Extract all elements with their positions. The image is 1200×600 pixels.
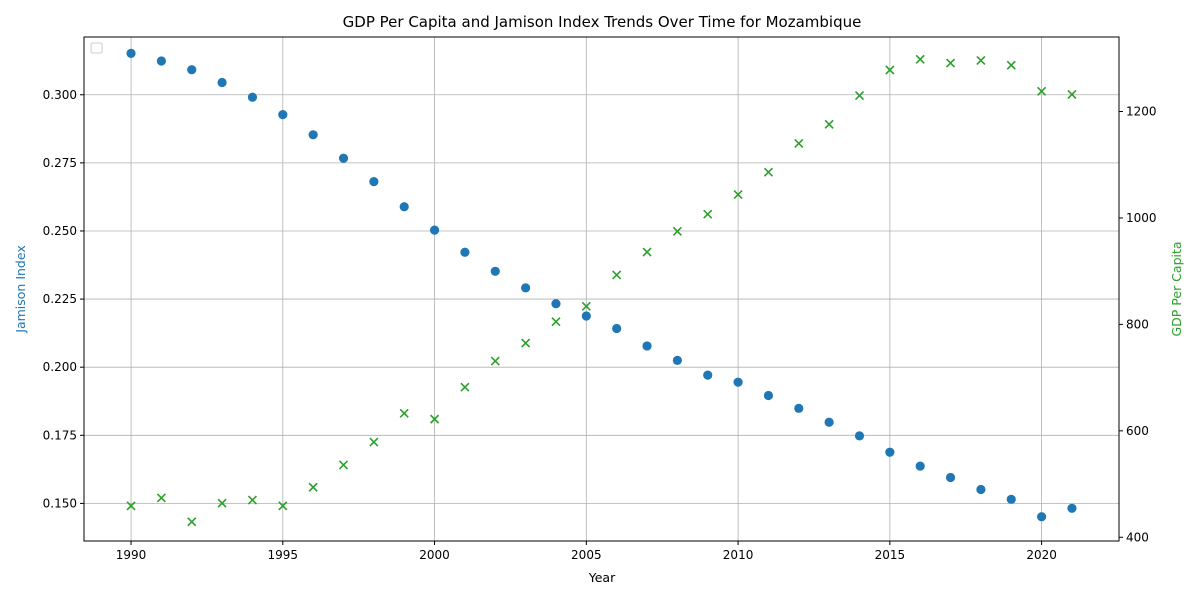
gdp-per-capita-point [399,408,409,418]
x-axis-ticks: 1990 1995 2000 2005 2010 2015 2020 [116,541,1057,562]
left-y-tick-label: 0.150 [43,496,77,510]
gdp-per-capita-point [490,356,500,366]
right-y-tick-label: 800 [1126,317,1149,331]
gdp-per-capita-point [217,498,227,508]
gdp-per-capita-point [945,58,956,68]
jamison-index-point [308,130,318,140]
jamison-index-point [338,153,349,163]
x-tick-label: 1990 [116,548,147,562]
right-y-tick-label: 400 [1126,530,1149,544]
jamison-index-point [217,77,227,88]
jamison-index-point [945,472,956,483]
gdp-per-capita-point [794,138,804,149]
jamison-index-point [763,390,774,401]
jamison-index-point [1037,512,1047,522]
gdp-per-capita-point [612,270,622,280]
gdp-per-capita-point [885,65,895,75]
jamison-index-point [369,177,379,187]
jamison-index-point [794,403,804,413]
jamison-index-point [612,323,622,334]
jamison-index-point [156,56,166,66]
gdp-per-capita-point [1067,89,1077,100]
gdp-per-capita-point [156,493,166,503]
gdp-per-capita-point [369,437,379,447]
jamison-index-point [885,447,895,457]
gdp-per-capita-point [915,54,925,64]
gdp-per-capita-point [672,226,682,236]
jamison-index-point [854,431,865,441]
jamison-index-point [278,110,288,120]
plot-frame [83,36,1120,542]
left-y-axis-label: Jamison Index [13,245,28,333]
jamison-index-point [187,65,197,75]
gdp-per-capita-point [460,382,470,392]
right-y-tick-label: 600 [1126,424,1149,438]
jamison-index-point [490,266,500,276]
jamison-index-point [672,355,682,365]
left-y-tick-label: 0.225 [43,292,77,306]
jamison-index-point [642,341,652,351]
jamison-index-points [126,48,1077,522]
jamison-index-point [399,202,409,212]
gdp-per-capita-point [338,460,349,470]
x-tick-label: 1995 [268,548,299,562]
x-tick-label: 2005 [571,548,602,562]
gdp-per-capita-point [551,317,561,327]
gdp-per-capita-point [642,247,652,257]
jamison-index-point [703,370,713,380]
gdp-per-capita-point [521,338,531,348]
left-y-tick-label: 0.300 [43,88,77,102]
jamison-index-point [733,377,743,387]
left-y-tick-label: 0.200 [43,360,77,374]
right-y-tick-label: 1200 [1126,105,1157,119]
left-y-tick-label: 0.250 [43,224,77,238]
jamison-index-point [551,299,561,309]
x-tick-label: 2010 [723,548,754,562]
right-y-axis-ticks: 400 600 800 1000 1200 [1119,105,1157,544]
gdp-per-capita-point [824,119,834,129]
gdp-per-capita-point [1006,60,1016,70]
gridlines [84,37,1119,541]
gdp-per-capita-point [278,501,288,511]
jamison-index-point [1006,494,1016,504]
gdp-per-capita-point [976,55,986,65]
chart-title: GDP Per Capita and Jamison Index Trends … [343,13,862,31]
right-y-tick-label: 1000 [1126,211,1157,225]
gdp-per-capita-point [854,90,865,101]
gdp-per-capita-point [247,495,258,505]
left-y-tick-label: 0.275 [43,156,77,170]
x-tick-label: 2015 [875,548,906,562]
jamison-index-point [429,225,440,235]
legend-box [90,42,103,54]
gdp-per-capita-point [703,209,713,219]
gdp-per-capita-point [1037,86,1047,96]
x-axis-label: Year [588,570,616,585]
gdp-per-capita-point [429,414,440,424]
jamison-index-point [126,48,136,58]
gdp-per-capita-point [763,167,774,177]
x-tick-label: 2000 [419,548,450,562]
gdp-per-capita-point [187,517,197,527]
x-tick-label: 2020 [1026,548,1057,562]
jamison-index-point [824,417,834,427]
gdp-per-capita-point [126,501,136,511]
right-y-axis-label: GDP Per Capita [1169,241,1184,336]
gdp-per-capita-point [733,189,743,200]
gdp-per-capita-point [308,482,318,492]
jamison-index-point [521,283,531,293]
left-y-axis-ticks: 0.150 0.175 0.200 0.225 0.250 0.275 0.300 [43,88,84,510]
jamison-index-point [976,484,986,495]
jamison-index-point [915,461,925,471]
left-y-tick-label: 0.175 [43,428,77,442]
jamison-index-point [247,92,258,102]
gdp-per-capita-point [581,301,591,311]
jamison-index-point [460,247,470,257]
gdp-per-capita-points [126,54,1077,527]
jamison-index-point [581,311,591,321]
jamison-index-point [1067,503,1077,513]
